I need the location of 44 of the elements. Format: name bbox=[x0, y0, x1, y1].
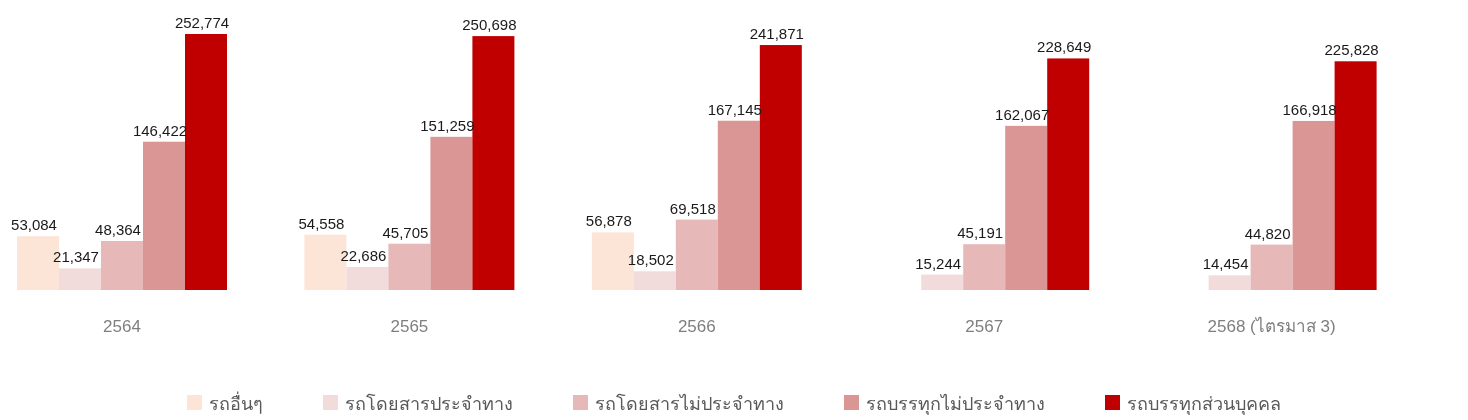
data-label: 228,649 bbox=[1037, 38, 1092, 56]
bar bbox=[963, 244, 1006, 290]
x-tick-label: 2564 bbox=[103, 317, 141, 336]
data-label: 53,084 bbox=[11, 216, 57, 234]
bar bbox=[143, 141, 185, 290]
data-label: 56,878 bbox=[585, 212, 632, 230]
data-label: 21,347 bbox=[53, 248, 99, 266]
x-tick-label: 2567 bbox=[965, 317, 1004, 336]
data-label: 18,502 bbox=[627, 251, 674, 269]
bar bbox=[185, 34, 227, 290]
data-label: 250,698 bbox=[462, 16, 517, 34]
data-label: 45,191 bbox=[957, 224, 1004, 242]
data-label: 45,705 bbox=[382, 223, 429, 241]
bar bbox=[921, 274, 964, 290]
legend-label: รถโดยสารประจำทาง bbox=[345, 393, 513, 414]
bar bbox=[675, 219, 718, 290]
bar bbox=[1334, 61, 1377, 290]
data-label: 69,518 bbox=[669, 199, 716, 217]
x-tick-label: 2565 bbox=[390, 317, 429, 336]
legend-label: รถอื่นๆ bbox=[209, 391, 263, 414]
bar bbox=[1005, 125, 1048, 290]
data-label: 14,454 bbox=[1202, 255, 1249, 273]
x-tick-label: 2568 (ไตรมาส 3) bbox=[1207, 316, 1336, 336]
legend-label: รถบรรทุกส่วนบุคคล bbox=[1127, 394, 1281, 415]
data-label: 252,774 bbox=[174, 14, 230, 31]
bar bbox=[1292, 120, 1335, 290]
bar bbox=[1250, 244, 1293, 290]
legend-label: รถโดยสารไม่ประจำทาง bbox=[595, 393, 784, 414]
bar bbox=[717, 120, 760, 290]
x-tick-label: 2566 bbox=[677, 317, 716, 336]
bar bbox=[1047, 58, 1090, 290]
bar bbox=[1208, 275, 1251, 290]
data-label: 48,364 bbox=[95, 221, 141, 239]
data-label: 54,558 bbox=[298, 214, 345, 232]
bar bbox=[388, 243, 431, 290]
legend-label: รถบรรทุกไม่ประจำทาง bbox=[866, 393, 1045, 415]
data-label: 225,828 bbox=[1324, 41, 1379, 59]
data-label: 15,244 bbox=[915, 254, 962, 272]
bar bbox=[101, 241, 143, 290]
bar bbox=[472, 36, 515, 290]
data-label: 241,871 bbox=[749, 25, 804, 43]
data-label: 44,820 bbox=[1244, 224, 1291, 242]
bar bbox=[430, 136, 473, 290]
data-label: 22,686 bbox=[340, 247, 387, 265]
